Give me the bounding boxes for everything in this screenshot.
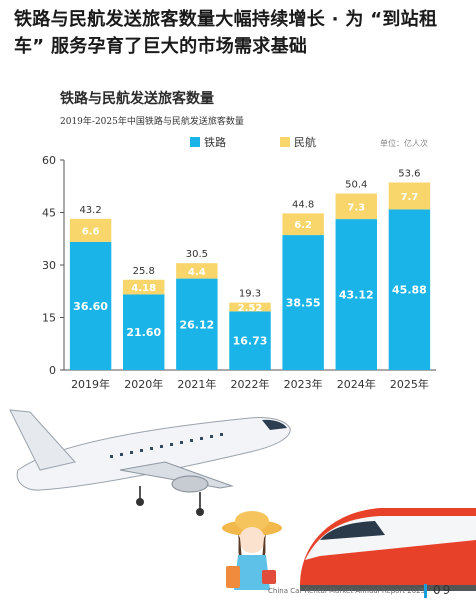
bar-rail-value-label: 38.55 xyxy=(286,297,321,310)
chart-title: 铁路与民航发送旅客数量 xyxy=(60,91,214,107)
chart-subtitle: 2019年-2025年中国铁路与民航发送旅客数量 xyxy=(60,117,244,127)
bar-rail xyxy=(229,311,271,370)
bar-aviation xyxy=(176,263,218,279)
bar-aviation-value-label: 2.52 xyxy=(238,303,263,314)
bar-rail-value-label: 26.12 xyxy=(179,318,214,331)
bar-aviation xyxy=(122,279,165,295)
bar-aviation-value-label: 7.7 xyxy=(401,192,419,203)
bar-total-label: 44.8 xyxy=(292,199,314,210)
bar-rail xyxy=(335,219,378,370)
bar-rail xyxy=(176,278,218,370)
page-number: 09 xyxy=(433,583,453,597)
bar-aviation xyxy=(69,218,112,242)
y-tick-label: 30 xyxy=(42,259,56,272)
bar-total-label: 19.3 xyxy=(239,289,261,300)
bar-aviation-value-label: 7.3 xyxy=(347,202,365,213)
unit-label: 单位：亿人次 xyxy=(380,139,428,148)
bar-rail xyxy=(69,241,112,370)
y-tick-label: 45 xyxy=(42,207,56,220)
x-tick-label: 2023年 xyxy=(284,377,323,391)
bar-aviation xyxy=(282,213,324,236)
bar-total-label: 30.5 xyxy=(186,249,208,260)
bar-total-label: 50.4 xyxy=(345,180,367,191)
legend-label: 民航 xyxy=(294,135,316,149)
bar-aviation xyxy=(335,193,378,220)
bar-aviation xyxy=(388,182,431,210)
x-tick-label: 2021年 xyxy=(177,377,216,391)
bar-aviation-value-label: 4.4 xyxy=(188,267,206,278)
page-number-accent-bar xyxy=(424,584,427,598)
bar-rail xyxy=(122,294,165,370)
y-tick-label: 0 xyxy=(49,364,56,377)
bar-rail xyxy=(388,209,431,370)
page-headline: 铁路与民航发送旅客数量大幅持续增长 · 为 “到站租车” 服务孕育了巨大的市场需… xyxy=(14,9,438,57)
bar-aviation-value-label: 6.2 xyxy=(294,220,312,231)
x-tick-label: 2025年 xyxy=(390,377,429,391)
report-name: China Car Rental Market Annual Report 20… xyxy=(268,587,426,595)
x-tick-label: 2020年 xyxy=(124,377,163,391)
bar-total-label: 43.2 xyxy=(79,205,101,216)
legend-swatch xyxy=(280,137,290,147)
bar-rail-value-label: 45.88 xyxy=(392,284,427,297)
bar-rail-value-label: 21.60 xyxy=(126,326,161,339)
y-tick-label: 15 xyxy=(42,312,56,325)
bar-total-label: 25.8 xyxy=(133,266,155,277)
bar-aviation-value-label: 4.18 xyxy=(131,283,156,294)
bar-rail xyxy=(282,235,324,370)
x-tick-label: 2022年 xyxy=(231,377,270,391)
bar-rail-value-label: 43.12 xyxy=(339,289,374,302)
x-tick-label: 2024年 xyxy=(337,377,376,391)
y-tick-label: 60 xyxy=(42,154,56,167)
legend-swatch xyxy=(190,137,200,147)
bar-rail-value-label: 16.73 xyxy=(233,335,268,348)
bar-aviation-value-label: 6.6 xyxy=(82,226,100,237)
bar-total-label: 53.6 xyxy=(398,168,420,179)
bar-rail-value-label: 36.60 xyxy=(73,300,108,313)
x-tick-label: 2019年 xyxy=(71,377,110,391)
legend-label: 铁路 xyxy=(204,136,226,149)
bar-aviation xyxy=(229,302,271,312)
